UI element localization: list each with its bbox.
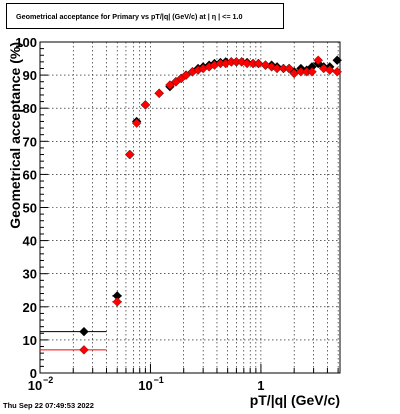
y-tick-label: 50 [23,201,37,216]
y-tick-label: 70 [23,134,37,149]
red-data-point [181,70,191,80]
y-tick-label: 20 [23,300,37,315]
red-data-point [165,80,175,90]
y-tick-label: 60 [23,167,37,182]
x-tick-label: 10 [28,378,42,393]
red-data-point [79,345,89,355]
red-data-point [272,63,282,74]
red-data-point [125,149,135,160]
red-data-point [112,297,122,307]
timestamp: Thu Sep 22 07:49:53 2022 [3,401,94,410]
red-data-point [253,58,264,69]
x-tick-label: 1 [257,378,264,393]
chart-title-box: Geometrical acceptance for Primary vs pT… [6,3,284,29]
red-data-point [313,55,323,65]
red-data-point [332,67,342,77]
x-axis-label: pT/|q| (GeV/c) [250,392,340,408]
red-data-point [284,63,294,74]
y-tick-label: 90 [23,68,37,83]
y-tick-label: 100 [15,35,37,50]
y-tick-label: 40 [23,234,37,249]
black-data-point [332,55,342,65]
y-tick-label: 10 [23,333,37,348]
y-tick-label: 30 [23,267,37,282]
red-data-point [154,88,164,99]
y-tick-label: 80 [23,101,37,116]
x-tick-exponent: −2 [43,375,53,385]
red-data-point [131,118,142,128]
black-data-point [79,326,89,337]
y-tick-label: 0 [30,366,37,381]
x-tick-label: 10 [138,378,152,393]
red-data-point [307,67,317,77]
chart-title: Geometrical acceptance for Primary vs pT… [16,11,243,21]
red-data-point [140,100,151,110]
x-tick-exponent: −1 [153,375,163,385]
red-data-point [325,65,335,75]
y-axis-label: Geometrical acceptance (%) [7,42,23,229]
